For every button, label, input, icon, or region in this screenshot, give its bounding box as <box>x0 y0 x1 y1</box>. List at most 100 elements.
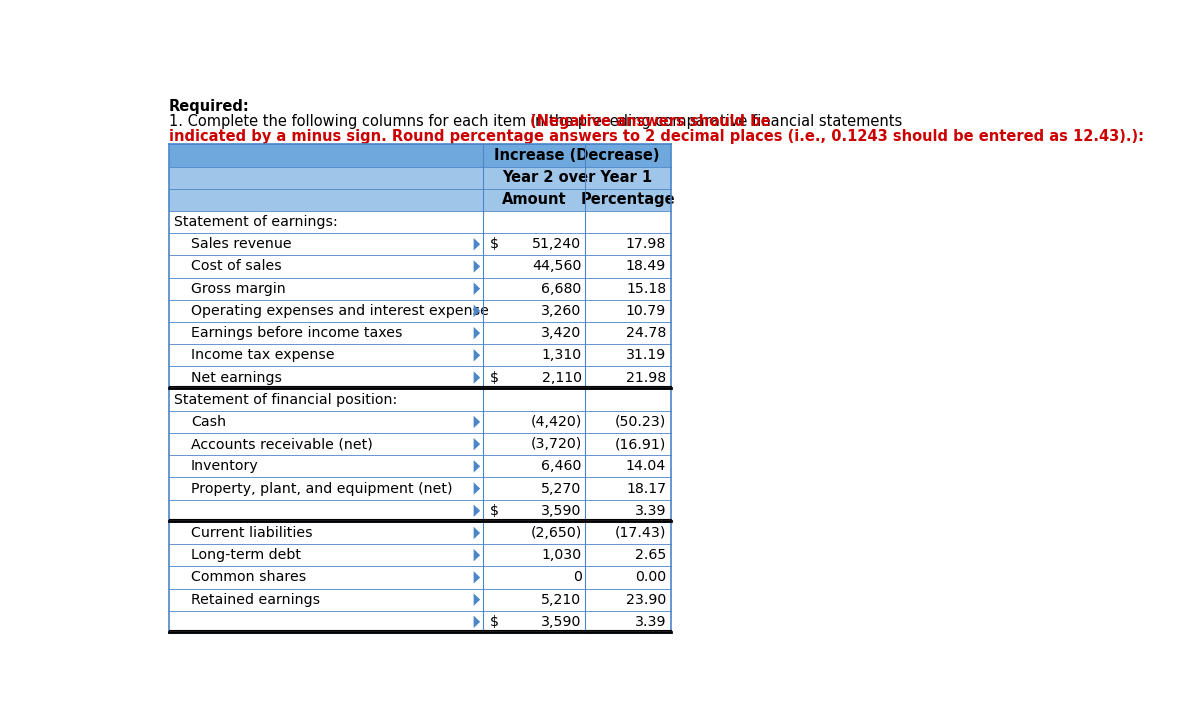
Bar <box>168 211 671 233</box>
Text: (3,720): (3,720) <box>530 437 582 451</box>
Text: 1,310: 1,310 <box>541 348 582 362</box>
Text: Amount: Amount <box>502 193 566 207</box>
Text: $: $ <box>490 615 498 629</box>
Text: Retained earnings: Retained earnings <box>191 593 320 607</box>
Text: Long-term debt: Long-term debt <box>191 548 301 562</box>
Text: Income tax expense: Income tax expense <box>191 348 335 362</box>
Bar <box>168 299 671 322</box>
Polygon shape <box>474 482 480 495</box>
Polygon shape <box>474 327 480 339</box>
Bar <box>168 277 671 299</box>
Bar <box>168 144 671 167</box>
Text: 3,590: 3,590 <box>541 615 582 629</box>
Text: 5,210: 5,210 <box>541 593 582 607</box>
Text: 5,270: 5,270 <box>541 481 582 496</box>
Bar <box>168 189 671 211</box>
Text: $: $ <box>490 237 498 251</box>
Text: 21.98: 21.98 <box>626 371 666 384</box>
Text: 2,110: 2,110 <box>541 371 582 384</box>
Text: 3.39: 3.39 <box>635 504 666 518</box>
Polygon shape <box>474 304 480 317</box>
Text: 31.19: 31.19 <box>626 348 666 362</box>
Text: (17.43): (17.43) <box>614 526 666 540</box>
Text: 10.79: 10.79 <box>626 304 666 318</box>
Bar <box>168 478 671 500</box>
Text: (4,420): (4,420) <box>530 415 582 429</box>
Text: Required:: Required: <box>168 99 250 114</box>
Text: Sales revenue: Sales revenue <box>191 237 292 251</box>
Text: 24.78: 24.78 <box>626 326 666 340</box>
Bar <box>168 522 671 544</box>
Polygon shape <box>474 349 480 361</box>
Bar <box>168 255 671 277</box>
Text: 6,680: 6,680 <box>541 282 582 296</box>
Text: Current liabilities: Current liabilities <box>191 526 312 540</box>
Text: 3.39: 3.39 <box>635 615 666 629</box>
Text: 23.90: 23.90 <box>626 593 666 607</box>
Bar <box>168 344 671 366</box>
Text: 1. Complete the following columns for each item in the preceding comparative fin: 1. Complete the following columns for ea… <box>168 114 906 129</box>
Text: Cash: Cash <box>191 415 226 429</box>
Bar <box>168 366 671 389</box>
Text: 1,030: 1,030 <box>541 548 582 562</box>
Polygon shape <box>474 615 480 628</box>
Bar <box>168 233 671 255</box>
Text: 0: 0 <box>572 570 582 585</box>
Polygon shape <box>474 505 480 517</box>
Text: Increase (Decrease): Increase (Decrease) <box>494 148 660 163</box>
Text: 6,460: 6,460 <box>541 459 582 473</box>
Text: Statement of earnings:: Statement of earnings: <box>174 215 338 229</box>
Text: 17.98: 17.98 <box>626 237 666 251</box>
Text: Property, plant, and equipment (net): Property, plant, and equipment (net) <box>191 481 452 496</box>
Bar <box>168 455 671 478</box>
Text: Common shares: Common shares <box>191 570 306 585</box>
Text: 51,240: 51,240 <box>533 237 582 251</box>
Polygon shape <box>474 416 480 428</box>
Text: 44,560: 44,560 <box>532 260 582 274</box>
Polygon shape <box>474 460 480 473</box>
Text: 3,260: 3,260 <box>541 304 582 318</box>
Text: (Negative answers should be: (Negative answers should be <box>530 114 770 129</box>
Bar <box>168 500 671 522</box>
Polygon shape <box>474 438 480 451</box>
Bar <box>168 411 671 433</box>
Text: (16.91): (16.91) <box>614 437 666 451</box>
Bar <box>168 566 671 588</box>
Polygon shape <box>474 571 480 584</box>
Text: Cost of sales: Cost of sales <box>191 260 282 274</box>
Text: Inventory: Inventory <box>191 459 259 473</box>
Text: $: $ <box>490 504 498 518</box>
Polygon shape <box>474 238 480 250</box>
Text: 0.00: 0.00 <box>635 570 666 585</box>
Polygon shape <box>474 282 480 295</box>
Text: (2,650): (2,650) <box>530 526 582 540</box>
Bar <box>168 588 671 611</box>
Text: 3,590: 3,590 <box>541 504 582 518</box>
Text: 18.49: 18.49 <box>626 260 666 274</box>
Text: 2.65: 2.65 <box>635 548 666 562</box>
Text: Operating expenses and interest expense: Operating expenses and interest expense <box>191 304 488 318</box>
Text: $: $ <box>490 371 498 384</box>
Text: 15.18: 15.18 <box>626 282 666 296</box>
Bar <box>168 389 671 411</box>
Polygon shape <box>474 549 480 561</box>
Polygon shape <box>474 527 480 539</box>
Text: 14.04: 14.04 <box>626 459 666 473</box>
Text: Net earnings: Net earnings <box>191 371 282 384</box>
Bar <box>168 167 671 189</box>
Bar <box>168 322 671 344</box>
Text: 3,420: 3,420 <box>541 326 582 340</box>
Text: Percentage: Percentage <box>581 193 676 207</box>
Polygon shape <box>474 260 480 272</box>
Text: 18.17: 18.17 <box>626 481 666 496</box>
Polygon shape <box>474 593 480 606</box>
Bar <box>168 611 671 633</box>
Text: Statement of financial position:: Statement of financial position: <box>174 393 397 406</box>
Text: Accounts receivable (net): Accounts receivable (net) <box>191 437 373 451</box>
Text: Year 2 over Year 1: Year 2 over Year 1 <box>502 170 652 185</box>
Text: indicated by a minus sign. Round percentage answers to 2 decimal places (i.e., 0: indicated by a minus sign. Round percent… <box>168 130 1144 145</box>
Text: Earnings before income taxes: Earnings before income taxes <box>191 326 402 340</box>
Polygon shape <box>474 371 480 384</box>
Text: Gross margin: Gross margin <box>191 282 286 296</box>
Text: (50.23): (50.23) <box>614 415 666 429</box>
